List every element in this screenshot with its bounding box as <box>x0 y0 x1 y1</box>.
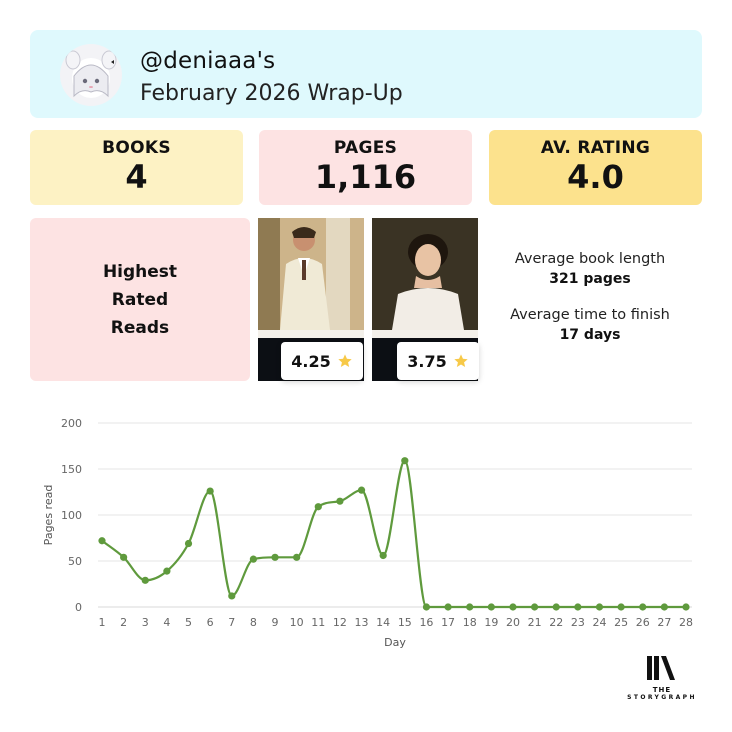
x-tick-label: 2 <box>120 616 127 629</box>
x-tick-label: 12 <box>333 616 347 629</box>
stat-av-rating: AV. RATING 4.0 <box>489 130 702 205</box>
x-tick-label: 11 <box>311 616 325 629</box>
star-icon <box>454 354 468 367</box>
data-point <box>444 603 452 611</box>
x-axis-label: Day <box>384 636 406 649</box>
data-point <box>98 537 106 545</box>
header-banner: @deniaaa's February 2026 Wrap-Up <box>30 30 702 118</box>
data-point <box>184 539 193 548</box>
x-tick-label: 6 <box>207 616 214 629</box>
stat-value: 1,116 <box>314 158 417 196</box>
x-tick-label: 27 <box>657 616 671 629</box>
average-length-value: 321 pages <box>549 271 631 287</box>
data-point <box>466 603 474 611</box>
x-tick-label: 19 <box>484 616 498 629</box>
avatar[interactable] <box>60 44 122 106</box>
data-point <box>401 457 409 465</box>
highest-rated-label-card: Highest Rated Reads <box>30 218 250 381</box>
y-tick-label: 0 <box>75 601 82 614</box>
x-tick-label: 16 <box>419 616 433 629</box>
storygraph-logo-icon <box>647 656 675 680</box>
x-tick-label: 10 <box>290 616 304 629</box>
data-point <box>595 603 604 611</box>
data-point <box>422 603 431 611</box>
x-tick-label: 1 <box>99 616 106 629</box>
data-point <box>293 553 301 561</box>
average-time-value: 17 days <box>559 327 621 343</box>
data-point <box>509 603 517 611</box>
x-tick-label: 9 <box>272 616 279 629</box>
x-tick-label: 4 <box>163 616 170 629</box>
y-axis-label: Pages read <box>42 485 55 546</box>
x-tick-label: 20 <box>506 616 520 629</box>
average-time-label: Average time to finish <box>510 307 670 323</box>
stat-pages: PAGES 1,116 <box>259 130 472 205</box>
average-length: Average book length 321 pages <box>490 251 690 287</box>
cover-band <box>372 330 478 338</box>
x-tick-label: 28 <box>679 616 693 629</box>
logo-text-storygraph: STORYGRAPH <box>627 694 697 701</box>
x-tick-label: 26 <box>636 616 650 629</box>
stat-value: 4 <box>125 158 148 196</box>
x-tick-label: 13 <box>355 616 369 629</box>
highest-rated-label: Highest Rated Reads <box>102 261 178 338</box>
data-point <box>271 553 279 561</box>
username: @deniaaa's <box>140 48 276 74</box>
data-point <box>141 576 149 584</box>
x-tick-label: 22 <box>549 616 563 629</box>
y-tick-label: 200 <box>61 417 82 430</box>
stat-books: BOOKS 4 <box>30 130 243 205</box>
star-icon <box>338 354 352 367</box>
data-point <box>552 603 560 611</box>
x-tick-label: 3 <box>142 616 149 629</box>
data-point <box>574 603 582 611</box>
book-rating-card: 4.25 <box>281 342 363 380</box>
y-tick-label: 50 <box>68 555 82 568</box>
x-tick-label: 7 <box>228 616 235 629</box>
data-point <box>314 503 322 511</box>
stat-value: 4.0 <box>567 158 624 196</box>
x-tick-label: 24 <box>592 616 606 629</box>
data-point <box>206 487 214 495</box>
book-rating: 4.25 <box>291 351 331 371</box>
x-tick-label: 25 <box>614 616 628 629</box>
data-point <box>682 603 690 611</box>
data-point <box>336 497 344 505</box>
stat-label: BOOKS <box>102 138 171 158</box>
data-point <box>639 603 647 611</box>
data-point <box>120 553 128 561</box>
x-tick-label: 18 <box>463 616 477 629</box>
y-tick-label: 150 <box>61 463 82 476</box>
data-point <box>660 603 668 611</box>
x-tick-label: 14 <box>376 616 390 629</box>
x-tick-label: 23 <box>571 616 585 629</box>
stat-label: PAGES <box>333 138 398 158</box>
book-rating: 3.75 <box>407 351 447 371</box>
data-point <box>249 555 258 563</box>
stat-label: AV. RATING <box>540 138 651 158</box>
data-point <box>163 567 171 575</box>
logo-text-the: THE <box>652 686 672 694</box>
x-tick-label: 21 <box>528 616 542 629</box>
data-point <box>357 486 366 494</box>
average-time: Average time to finish 17 days <box>490 307 690 343</box>
data-point <box>617 603 625 611</box>
data-point <box>379 551 387 560</box>
cover-band <box>258 330 364 338</box>
book-rating-card: 3.75 <box>397 342 479 380</box>
data-point <box>530 603 539 611</box>
storygraph-logo[interactable]: THE STORYGRAPH <box>622 656 702 701</box>
average-length-label: Average book length <box>514 251 666 267</box>
data-point <box>228 592 236 600</box>
y-tick-label: 100 <box>61 509 82 522</box>
x-tick-label: 5 <box>185 616 192 629</box>
wrap-up-title: February 2026 Wrap-Up <box>140 81 403 106</box>
x-tick-label: 17 <box>441 616 455 629</box>
x-tick-label: 15 <box>398 616 412 629</box>
series-line <box>101 459 686 609</box>
x-tick-label: 8 <box>250 616 257 629</box>
data-point <box>487 603 495 611</box>
